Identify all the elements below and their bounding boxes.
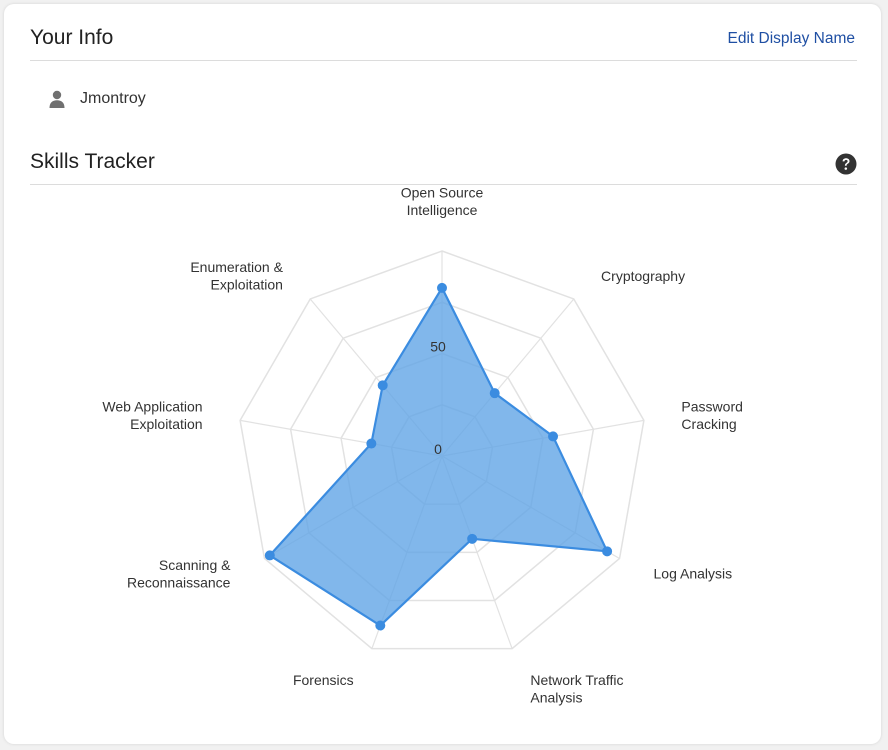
- category-label-line: Scanning &: [159, 557, 231, 573]
- edit-display-name-link[interactable]: Edit Display Name: [727, 30, 856, 47]
- category-label: Enumeration & Exploitation: [190, 259, 283, 293]
- question-circle-icon[interactable]: [835, 153, 857, 175]
- data-point: [437, 282, 447, 293]
- category-label-line: Reconnaissance: [127, 574, 231, 590]
- category-label-line: Cracking: [681, 416, 736, 432]
- category-label-line: Log Analysis: [654, 566, 733, 582]
- category-label-line: Analysis: [530, 689, 582, 705]
- your-info-header: Your Info Edit Display Name: [30, 22, 857, 61]
- data-point: [489, 388, 500, 399]
- category-label: Network Traffic Analysis: [530, 672, 623, 706]
- data-point: [548, 431, 559, 442]
- category-label-line: Open Source: [401, 185, 484, 201]
- your-info-title: Your Info: [30, 26, 114, 49]
- category-label-line: Web Application: [102, 398, 202, 414]
- category-label-line: Intelligence: [407, 202, 478, 218]
- data-point: [602, 546, 613, 557]
- data-point: [264, 550, 275, 561]
- category-label-line: Password: [681, 398, 742, 414]
- data-point: [467, 533, 478, 544]
- category-label-line: Exploitation: [130, 416, 202, 432]
- category-label: Password Cracking: [681, 398, 742, 432]
- category-label-line: Exploitation: [211, 277, 283, 293]
- profile-card: Your Info Edit Display Name Jmontroy Ski…: [4, 4, 881, 744]
- tick-label: 0: [434, 441, 442, 457]
- user-icon: [49, 90, 65, 108]
- data-point: [377, 380, 388, 391]
- data-area: [268, 286, 609, 627]
- grid-ring: [239, 250, 645, 650]
- data-point: [375, 620, 386, 631]
- category-label-line: Cryptography: [601, 268, 685, 284]
- category-label-line: Enumeration &: [190, 259, 283, 275]
- category-label: Forensics: [293, 672, 354, 688]
- skills-radar-chart: 0 50 Open Source Intelligence Cryptography Pa…: [102, 185, 742, 706]
- username: Jmontroy: [80, 90, 146, 107]
- skills-tracker-header: Skills Tracker: [30, 146, 857, 185]
- category-label: Web Application Exploitation: [102, 398, 202, 432]
- category-label: Scanning & Reconnaissance: [127, 557, 231, 591]
- category-label: Log Analysis: [654, 566, 733, 582]
- category-label: Open Source Intelligence: [401, 185, 484, 219]
- category-label-line: Forensics: [293, 672, 354, 688]
- category-label: Cryptography: [601, 268, 685, 284]
- category-label-line: Network Traffic: [530, 672, 623, 688]
- tick-label: 50: [430, 339, 446, 355]
- grid-ring: [289, 301, 595, 602]
- data-point: [366, 438, 377, 449]
- skills-tracker-title: Skills Tracker: [30, 150, 155, 173]
